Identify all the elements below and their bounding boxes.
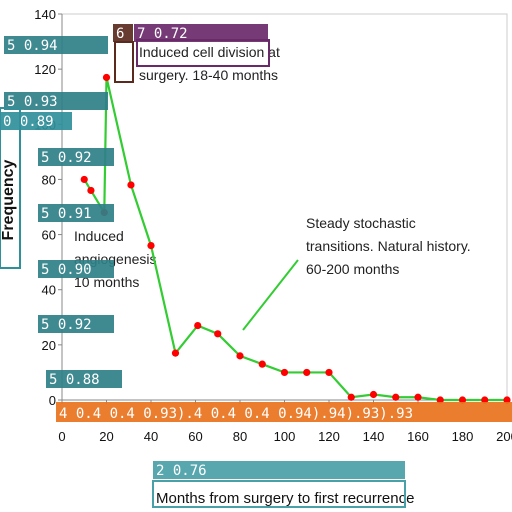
detection-tag-box xyxy=(4,92,108,110)
data-point xyxy=(147,242,155,250)
detection-outline xyxy=(152,480,406,508)
data-point xyxy=(127,181,135,189)
data-point xyxy=(303,368,311,377)
y-tick-label: 40 xyxy=(42,283,56,298)
x-tick-label: 180 xyxy=(452,429,474,444)
y-tick-label: 0 xyxy=(49,393,56,408)
detection-tag-label: 5 0.90 xyxy=(41,262,92,278)
annotation-pointer xyxy=(242,259,299,331)
detection-outline xyxy=(114,41,134,83)
y-tick-label: 140 xyxy=(34,7,56,22)
y-tick-label: 80 xyxy=(42,172,56,187)
y-axis-title: Frequency xyxy=(0,159,17,240)
series-group xyxy=(80,73,511,404)
detection-tag-label: 6 xyxy=(116,26,124,42)
annotation-text: 60-200 months xyxy=(306,261,399,277)
annotation-text: transitions. Natural history. xyxy=(306,238,471,254)
data-point xyxy=(280,368,289,377)
detection-tag-label: 7 0.72 xyxy=(137,26,188,42)
detection-tag-box xyxy=(38,148,114,166)
detection-tag-label: 0 0.89 xyxy=(3,114,54,130)
data-point xyxy=(214,330,222,338)
detection-tag-box xyxy=(4,36,108,54)
x-tick-label: 0 xyxy=(58,429,65,444)
detection-tag-label: 5 0.91 xyxy=(41,206,92,222)
data-point xyxy=(236,352,244,360)
detection-tag-box xyxy=(38,204,114,222)
detection-tag-box xyxy=(153,461,405,479)
annotation-text: Steady stochastic xyxy=(306,215,416,231)
detection-tag-box xyxy=(38,260,114,278)
detection-tag-box xyxy=(113,24,133,42)
data-point xyxy=(171,349,180,357)
data-point xyxy=(80,175,88,184)
x-tick-label: 200 xyxy=(496,429,512,444)
x-tick-label: 160 xyxy=(407,429,429,444)
data-point xyxy=(481,396,489,404)
detection-tag-label: 4 0.4 0.4 0.93).4 0.4 0.4 0.94).94).93).… xyxy=(59,406,413,422)
data-point xyxy=(458,396,467,404)
detection-tag-label: 5 0.88 xyxy=(49,372,100,388)
detection-tag-label: 2 0.76 xyxy=(156,463,207,479)
detection-tag-box xyxy=(0,112,72,130)
x-axis-title: Months from surgery to first recurrence xyxy=(156,490,414,507)
data-point xyxy=(87,186,95,195)
annotation-text: surgery. 18-40 months xyxy=(139,67,278,83)
detection-tag-label: 5 0.94 xyxy=(7,38,58,54)
y-tick-label: 20 xyxy=(42,338,56,353)
y-tick-label: 60 xyxy=(42,228,56,243)
data-point xyxy=(102,73,111,82)
annotation-text: Induced cell division at xyxy=(139,44,280,60)
x-tick-label: 80 xyxy=(233,429,247,444)
detection-tag-box xyxy=(38,315,114,333)
data-point xyxy=(325,368,333,377)
data-point xyxy=(369,390,378,399)
detection-tag-box xyxy=(134,24,268,42)
detection-tag-label: 5 0.92 xyxy=(41,317,92,333)
plot-frame xyxy=(61,13,508,401)
x-tick-label: 60 xyxy=(188,429,202,444)
data-point xyxy=(503,396,511,404)
data-point xyxy=(414,393,422,401)
annotation-text: Induced xyxy=(74,228,124,244)
detection-tag-box xyxy=(46,370,122,388)
data-point xyxy=(194,321,202,330)
data-point xyxy=(436,396,444,404)
x-tick-label: 120 xyxy=(318,429,340,444)
data-point xyxy=(347,393,355,401)
data-point xyxy=(258,360,266,368)
detection-overlays: 5 0.94 5 0.93 0 0.89 5 0.92 5 0.91 5 0.90 5 0.… xyxy=(0,24,512,508)
detection-outline xyxy=(0,107,21,269)
data-point xyxy=(392,393,400,401)
series-line xyxy=(83,77,507,402)
detection-tag-box xyxy=(56,402,512,422)
detection-tag-label: 5 0.93 xyxy=(7,94,58,110)
x-tick-label: 40 xyxy=(144,429,158,444)
x-tick-label: 140 xyxy=(363,429,385,444)
detection-tag-label: 5 0.92 xyxy=(41,150,92,166)
x-tick-label: 20 xyxy=(99,429,113,444)
detection-outline xyxy=(136,39,270,67)
y-tick-label: 120 xyxy=(34,62,56,77)
x-tick-label: 100 xyxy=(274,429,296,444)
